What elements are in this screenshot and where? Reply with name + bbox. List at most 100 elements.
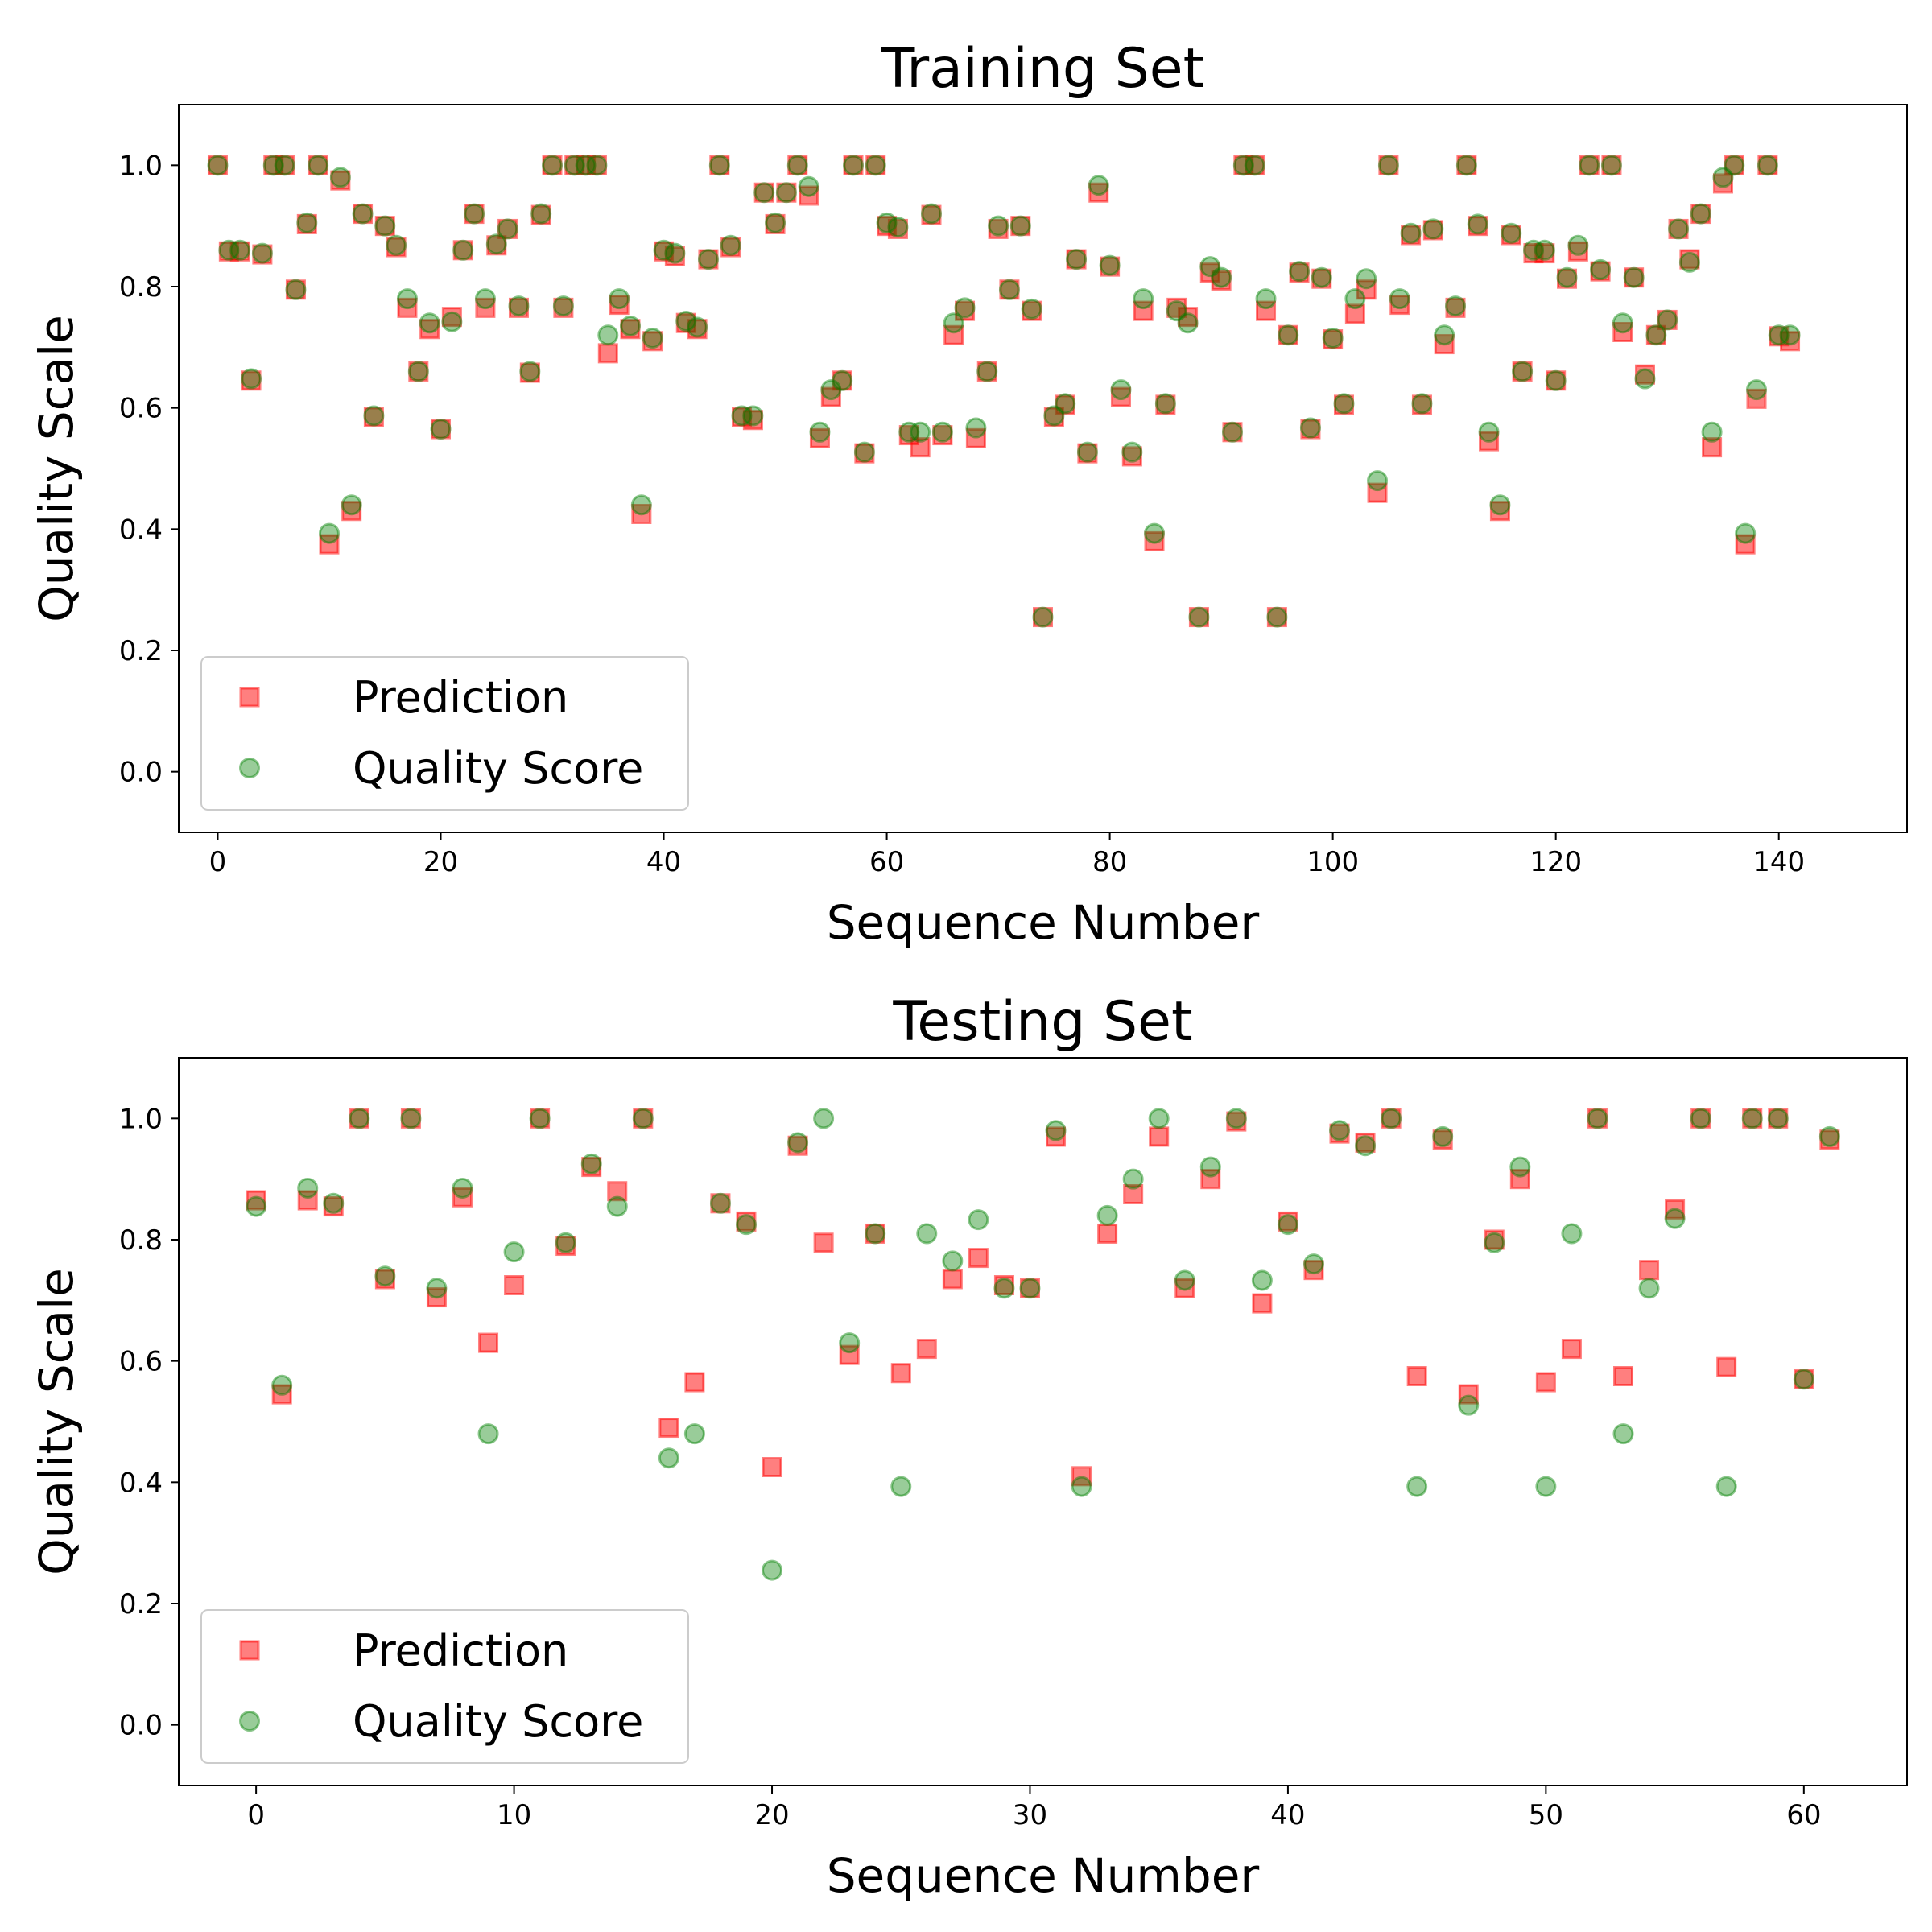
chart-2-prediction-point bbox=[1278, 1211, 1298, 1232]
chart-2-quality-score-point bbox=[632, 1108, 654, 1129]
chart-1-y-tick-label: 0.4 bbox=[119, 514, 163, 546]
chart-1-prediction-point bbox=[1222, 422, 1243, 443]
chart-1-quality-score-point bbox=[329, 167, 351, 188]
chart-2-quality-score-point bbox=[1122, 1168, 1144, 1190]
chart-1-prediction-point bbox=[1479, 431, 1500, 452]
chart-2-prediction-point bbox=[1329, 1123, 1350, 1144]
chart-1-quality-score-point bbox=[664, 242, 686, 264]
chart-1-quality-score-point bbox=[1344, 288, 1366, 310]
chart-1-quality-score-point bbox=[687, 316, 708, 338]
chart-1-quality-score-point bbox=[386, 234, 407, 256]
chart-1-prediction-point bbox=[1100, 256, 1121, 277]
chart-1-prediction-point bbox=[854, 443, 875, 464]
chart-1-quality-score-point bbox=[1746, 379, 1768, 401]
chart-2-quality-score-point bbox=[400, 1108, 422, 1129]
chart-2-quality-score-point bbox=[555, 1232, 576, 1253]
chart-2-quality-score-point bbox=[1045, 1120, 1067, 1141]
chart-2-quality-score-point bbox=[1793, 1368, 1814, 1390]
chart-1-prediction-point bbox=[799, 185, 819, 206]
chart-1-quality-score-point bbox=[1133, 288, 1154, 310]
chart-2-prediction-point bbox=[297, 1190, 318, 1211]
chart-1-quality-score-point bbox=[943, 312, 964, 334]
chart-1-quality-score-point bbox=[1144, 522, 1166, 544]
chart-2-prediction-point bbox=[1019, 1278, 1040, 1298]
chart-2-quality-score-point bbox=[297, 1177, 319, 1199]
chart-1-prediction-point bbox=[1590, 261, 1611, 282]
chart-1-prediction-point bbox=[1422, 220, 1443, 241]
chart-1-quality-score-point bbox=[1099, 254, 1121, 276]
chart-1-prediction-point bbox=[1211, 270, 1232, 291]
chart-2-prediction-point bbox=[1381, 1108, 1402, 1129]
chart-1-prediction-point bbox=[843, 155, 864, 175]
chart-1-x-tick-label: 140 bbox=[1752, 846, 1805, 878]
chart-1-quality-score-point bbox=[1322, 328, 1344, 349]
chart-2-prediction-point bbox=[1613, 1366, 1634, 1386]
chart-1-quality-score-point bbox=[396, 288, 418, 310]
chart-1-quality-score-point bbox=[1043, 405, 1065, 427]
chart-1-quality-score-point bbox=[988, 215, 1009, 237]
chart-1-quality-score-point bbox=[1076, 441, 1098, 463]
chart-2-quality-score-point bbox=[1225, 1108, 1247, 1129]
chart-1-quality-score-point bbox=[853, 441, 875, 463]
chart-1-title: Training Set bbox=[881, 37, 1205, 101]
chart-1-prediction-point bbox=[519, 362, 540, 383]
chart-1-prediction-point bbox=[1434, 334, 1455, 355]
chart-1-quality-score-point bbox=[430, 419, 452, 440]
chart-1-prediction-point bbox=[910, 437, 931, 458]
chart-1-prediction-point bbox=[620, 319, 641, 340]
chart-2-quality-score-point bbox=[916, 1223, 938, 1245]
chart-1-prediction-point bbox=[207, 155, 228, 175]
chart-1-prediction-point bbox=[887, 218, 908, 239]
chart-1-frame bbox=[178, 104, 1908, 833]
chart-1-quality-score-point bbox=[407, 361, 429, 382]
chart-1-quality-score-point bbox=[1088, 175, 1109, 196]
chart-1-quality-score-point bbox=[1690, 203, 1711, 225]
chart-2-prediction-point bbox=[658, 1418, 679, 1439]
chart-2-prediction-point bbox=[1303, 1260, 1324, 1281]
chart-2-prediction-point bbox=[916, 1339, 937, 1360]
chart-1-y-tick-label: 0.8 bbox=[119, 271, 163, 303]
chart-2-frame bbox=[178, 1057, 1908, 1786]
chart-1-quality-score-point bbox=[1422, 218, 1444, 240]
chart-1-prediction-point bbox=[1468, 216, 1488, 237]
chart-2-quality-score-point bbox=[529, 1108, 551, 1129]
chart-2-y-tick-label: 1.0 bbox=[119, 1103, 163, 1135]
chart-2-quality-score-point bbox=[1251, 1269, 1273, 1291]
chart-2-prediction-point bbox=[684, 1372, 705, 1393]
chart-1-prediction-point bbox=[1333, 394, 1354, 415]
chart-1-prediction-point bbox=[1601, 155, 1622, 175]
chart-1-quality-score-point bbox=[708, 155, 730, 176]
chart-1-prediction-point bbox=[597, 343, 618, 364]
chart-1-quality-score-point bbox=[1278, 324, 1299, 346]
chart-2-quality-score-point bbox=[1071, 1476, 1092, 1497]
chart-2-quality-score-point bbox=[1612, 1423, 1634, 1445]
chart-1-quality-score-point bbox=[1377, 155, 1399, 176]
chart-1-prediction-point bbox=[586, 155, 607, 175]
chart-2-quality-score-point bbox=[890, 1476, 912, 1497]
chart-1-x-tick-label: 20 bbox=[423, 846, 458, 878]
chart-2-prediction-point bbox=[1097, 1223, 1118, 1244]
chart-1-quality-score-point bbox=[630, 494, 652, 516]
chart-1-prediction-point bbox=[319, 534, 340, 555]
chart-1-y-tick-label: 1.0 bbox=[119, 150, 163, 182]
chart-1-quality-score-point bbox=[1055, 393, 1076, 415]
chart-1-prediction-point bbox=[1668, 218, 1689, 239]
chart-2-prediction-point bbox=[942, 1269, 963, 1290]
chart-2-prediction-point bbox=[1665, 1199, 1686, 1220]
chart-1-prediction-point bbox=[1702, 437, 1723, 458]
chart-1-prediction-point bbox=[1534, 243, 1555, 264]
chart-1-prediction-point bbox=[441, 307, 462, 328]
chart-2-quality-score-point bbox=[1587, 1108, 1608, 1129]
chart-1-prediction-point bbox=[631, 504, 652, 524]
chart-1-quality-score-point bbox=[318, 522, 340, 544]
chart-1-quality-score-point bbox=[1501, 222, 1522, 244]
chart-2-x-tick-label: 30 bbox=[1013, 1799, 1047, 1831]
chart-2-x-tick-label: 0 bbox=[247, 1799, 265, 1831]
chart-2-quality-score-point bbox=[503, 1241, 525, 1263]
chart-2-quality-score-point bbox=[1715, 1476, 1737, 1497]
chart-2-quality-score-point bbox=[735, 1214, 757, 1236]
chart-1-x-tick-label: 120 bbox=[1530, 846, 1582, 878]
chart-1-prediction-point bbox=[1456, 155, 1477, 175]
chart-1-prediction-point bbox=[765, 213, 786, 234]
chart-1-prediction-point bbox=[776, 182, 797, 203]
